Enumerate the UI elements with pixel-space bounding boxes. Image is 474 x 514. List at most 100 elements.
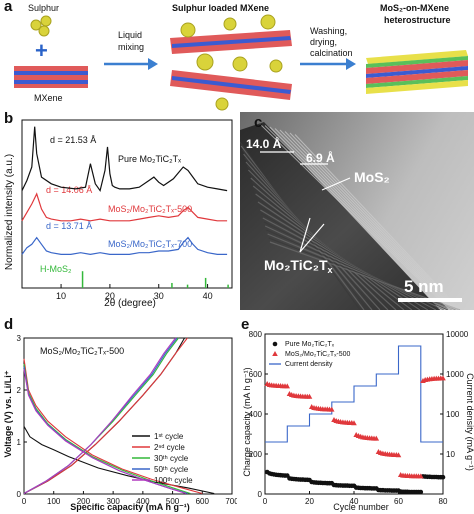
panel-label-a: a [4,0,13,15]
mos2-fringe [289,132,460,310]
panel-label-d: d [4,318,14,333]
loaded-label: Sulphur loaded MXene [172,3,269,13]
tem-label-mxene-sub: x [328,265,333,275]
chart-e-xlabel: Cycle number [333,502,389,512]
chart-d-xtick-label-3: 300 [106,497,120,506]
chart-d-xtick-label-2: 200 [77,497,91,506]
chart-e-xtick-label-2: 40 [350,497,359,506]
chart-e-y2tick-label-0: 10 [446,450,455,459]
chart-b-series-2 [21,236,228,256]
mos2-fringe [264,125,452,310]
chart-e-point-pure [418,489,424,495]
chart-e-y2tick-label-1: 100 [446,410,460,419]
chart-e-frame [264,333,444,495]
chart-d-xtick-label-1: 100 [47,497,61,506]
panel-label-c: c [254,114,263,131]
step2-line3: calcination [310,48,353,58]
chart-d-ylabel: Voltage (V) vs. Li/Li⁺ [3,370,13,457]
chart-e-ytick-label-1: 200 [249,450,263,459]
annotation-d-2153: d = 21.53 Å [50,135,96,145]
chart-e-y2tick-label-3: 10000 [446,330,469,339]
chart-e-ytick-label-0: 0 [258,490,263,499]
sulphur-label: Sulphur [28,3,59,13]
chart-d-legend-label-3: 50ᵗʰ cycle [154,465,189,474]
tem-label-6-9: 6.9 Å [306,150,335,165]
heterostructure [366,50,468,94]
panel-e: e Charge capacity (mA h g⁻¹) Current den… [237,318,474,514]
chart-e-legend-swatch-0 [272,341,278,347]
loaded-mxene [170,14,292,111]
chart-e-point-mos2 [417,473,424,479]
chart-e-point-mos2 [440,375,446,381]
mos2-fringe [259,123,451,310]
mixing-arrow [104,58,158,70]
panel-label-e: e [241,318,250,333]
mixing-label-line1: Liquid [118,30,142,40]
chart-d-ytick-label-3: 3 [17,334,22,343]
chart-d-discharge-2 [23,363,191,495]
chart-e-svg: Charge capacity (mA h g⁻¹) Current densi… [242,330,474,512]
mxene-label: MXene [34,93,63,103]
mixing-label-line2: mixing [118,42,144,52]
chart-d-frame [23,337,233,495]
chart-e-y2label: Current density (mA g⁻¹) [465,373,474,471]
chart-b-ylabel: Normalized intensity (a.u.) [4,154,15,270]
chart-e-point-mos2 [306,393,313,399]
chart-e-xtick-label-3: 60 [394,497,403,506]
chart-d-xtick-label-0: 0 [22,497,27,506]
chart-d-xtick-label-4: 400 [136,497,150,506]
tem-scalebar-label: 5 nm [404,277,444,296]
panel-a: a Sulphur + MXene Liquid mixing Sulphur … [0,0,474,112]
chart-e-y2tick-label-2: 1000 [446,370,464,379]
chart-e-point-pure [440,474,446,480]
chart-b-svg: Normalized intensity (a.u.) 2θ (degree) … [4,119,233,309]
chart-d-legend-label-0: 1ˢᵗ cycle [154,432,184,441]
chart-d-svg: Voltage (V) vs. Li/Li⁺ Specific capacity… [3,334,237,512]
mos2-fringe [274,128,455,310]
tem-svg: 14.0 Å 6.9 Å MoS₂ Mo₂TiC₂Tx 5 nm [240,122,462,310]
chart-d-discharge-3 [23,366,188,495]
lattice-fringe [267,233,453,310]
chart-e-legend-label-0: Pure Mo₂TiC₂Tₓ [285,341,335,348]
step2-line1: Washing, [310,26,347,36]
panel-c-tem-image: 14.0 Å 6.9 Å MoS₂ Mo₂TiC₂Tx 5 nm c [240,112,474,310]
tem-label-14-0: 14.0 Å [246,136,282,151]
tem-label-mxene-main: Mo₂TiC₂T [264,257,328,273]
chart-d-ytick-label-0: 0 [17,490,22,499]
mos2-fringe [284,131,458,310]
product-label-line1: MoS₂-on-MXene [380,3,449,13]
chart-b-series-0 [21,126,228,193]
series-b-700-label: MoS₂/Mo₂TiC₂Tₓ-700 [108,239,192,249]
calcination-arrow [300,58,356,70]
chart-d-xlabel: Specific capacity (mA h g⁻¹) [70,502,189,512]
chart-d-xtick-label-5: 500 [166,497,180,506]
mos2-fringe [279,129,457,310]
tem-label-mxene: Mo₂TiC₂Tx [264,257,333,275]
chart-e-point-mos2 [395,452,402,458]
chart-e-legend-swatch-1 [272,351,278,356]
chart-b-xtick-label-1: 20 [105,291,115,301]
chart-d-legend-label-4: 100ᵗʰ cycle [154,476,193,485]
step2-line2: drying, [310,37,337,47]
chart-d-title: MoS₂/Mo₂TiC₂Tₓ-500 [40,346,124,356]
chart-b-xtick-label-0: 10 [56,291,66,301]
chart-d-ytick-label-1: 1 [17,438,22,447]
chart-e-point-mos2 [351,420,357,426]
chart-d-xtick-label-6: 600 [196,497,210,506]
chart-e-point-mos2 [329,406,335,412]
chart-e-xtick-label-1: 20 [305,497,314,506]
chart-d-charge-1 [23,337,188,494]
panel-b: b Normalized intensity (a.u.) 2θ (degree… [0,112,237,310]
product-label-line2: heterostructure [384,15,451,25]
mxene-slab [14,66,88,88]
tem-label-mos2: MoS₂ [354,169,390,185]
lattice-fringe [264,225,445,310]
lattice-fringe [262,217,437,310]
mos2-fringe [269,126,454,310]
chart-e-point-mos2 [284,383,290,389]
chart-b-series-1 [21,192,228,222]
panel-label-b: b [4,112,14,127]
scheme-svg: Sulphur + MXene Liquid mixing Sulphur lo… [14,3,468,111]
annotation-d-1371: d = 13.71 Å [46,221,92,231]
tem-annotation-arrows [260,151,351,253]
